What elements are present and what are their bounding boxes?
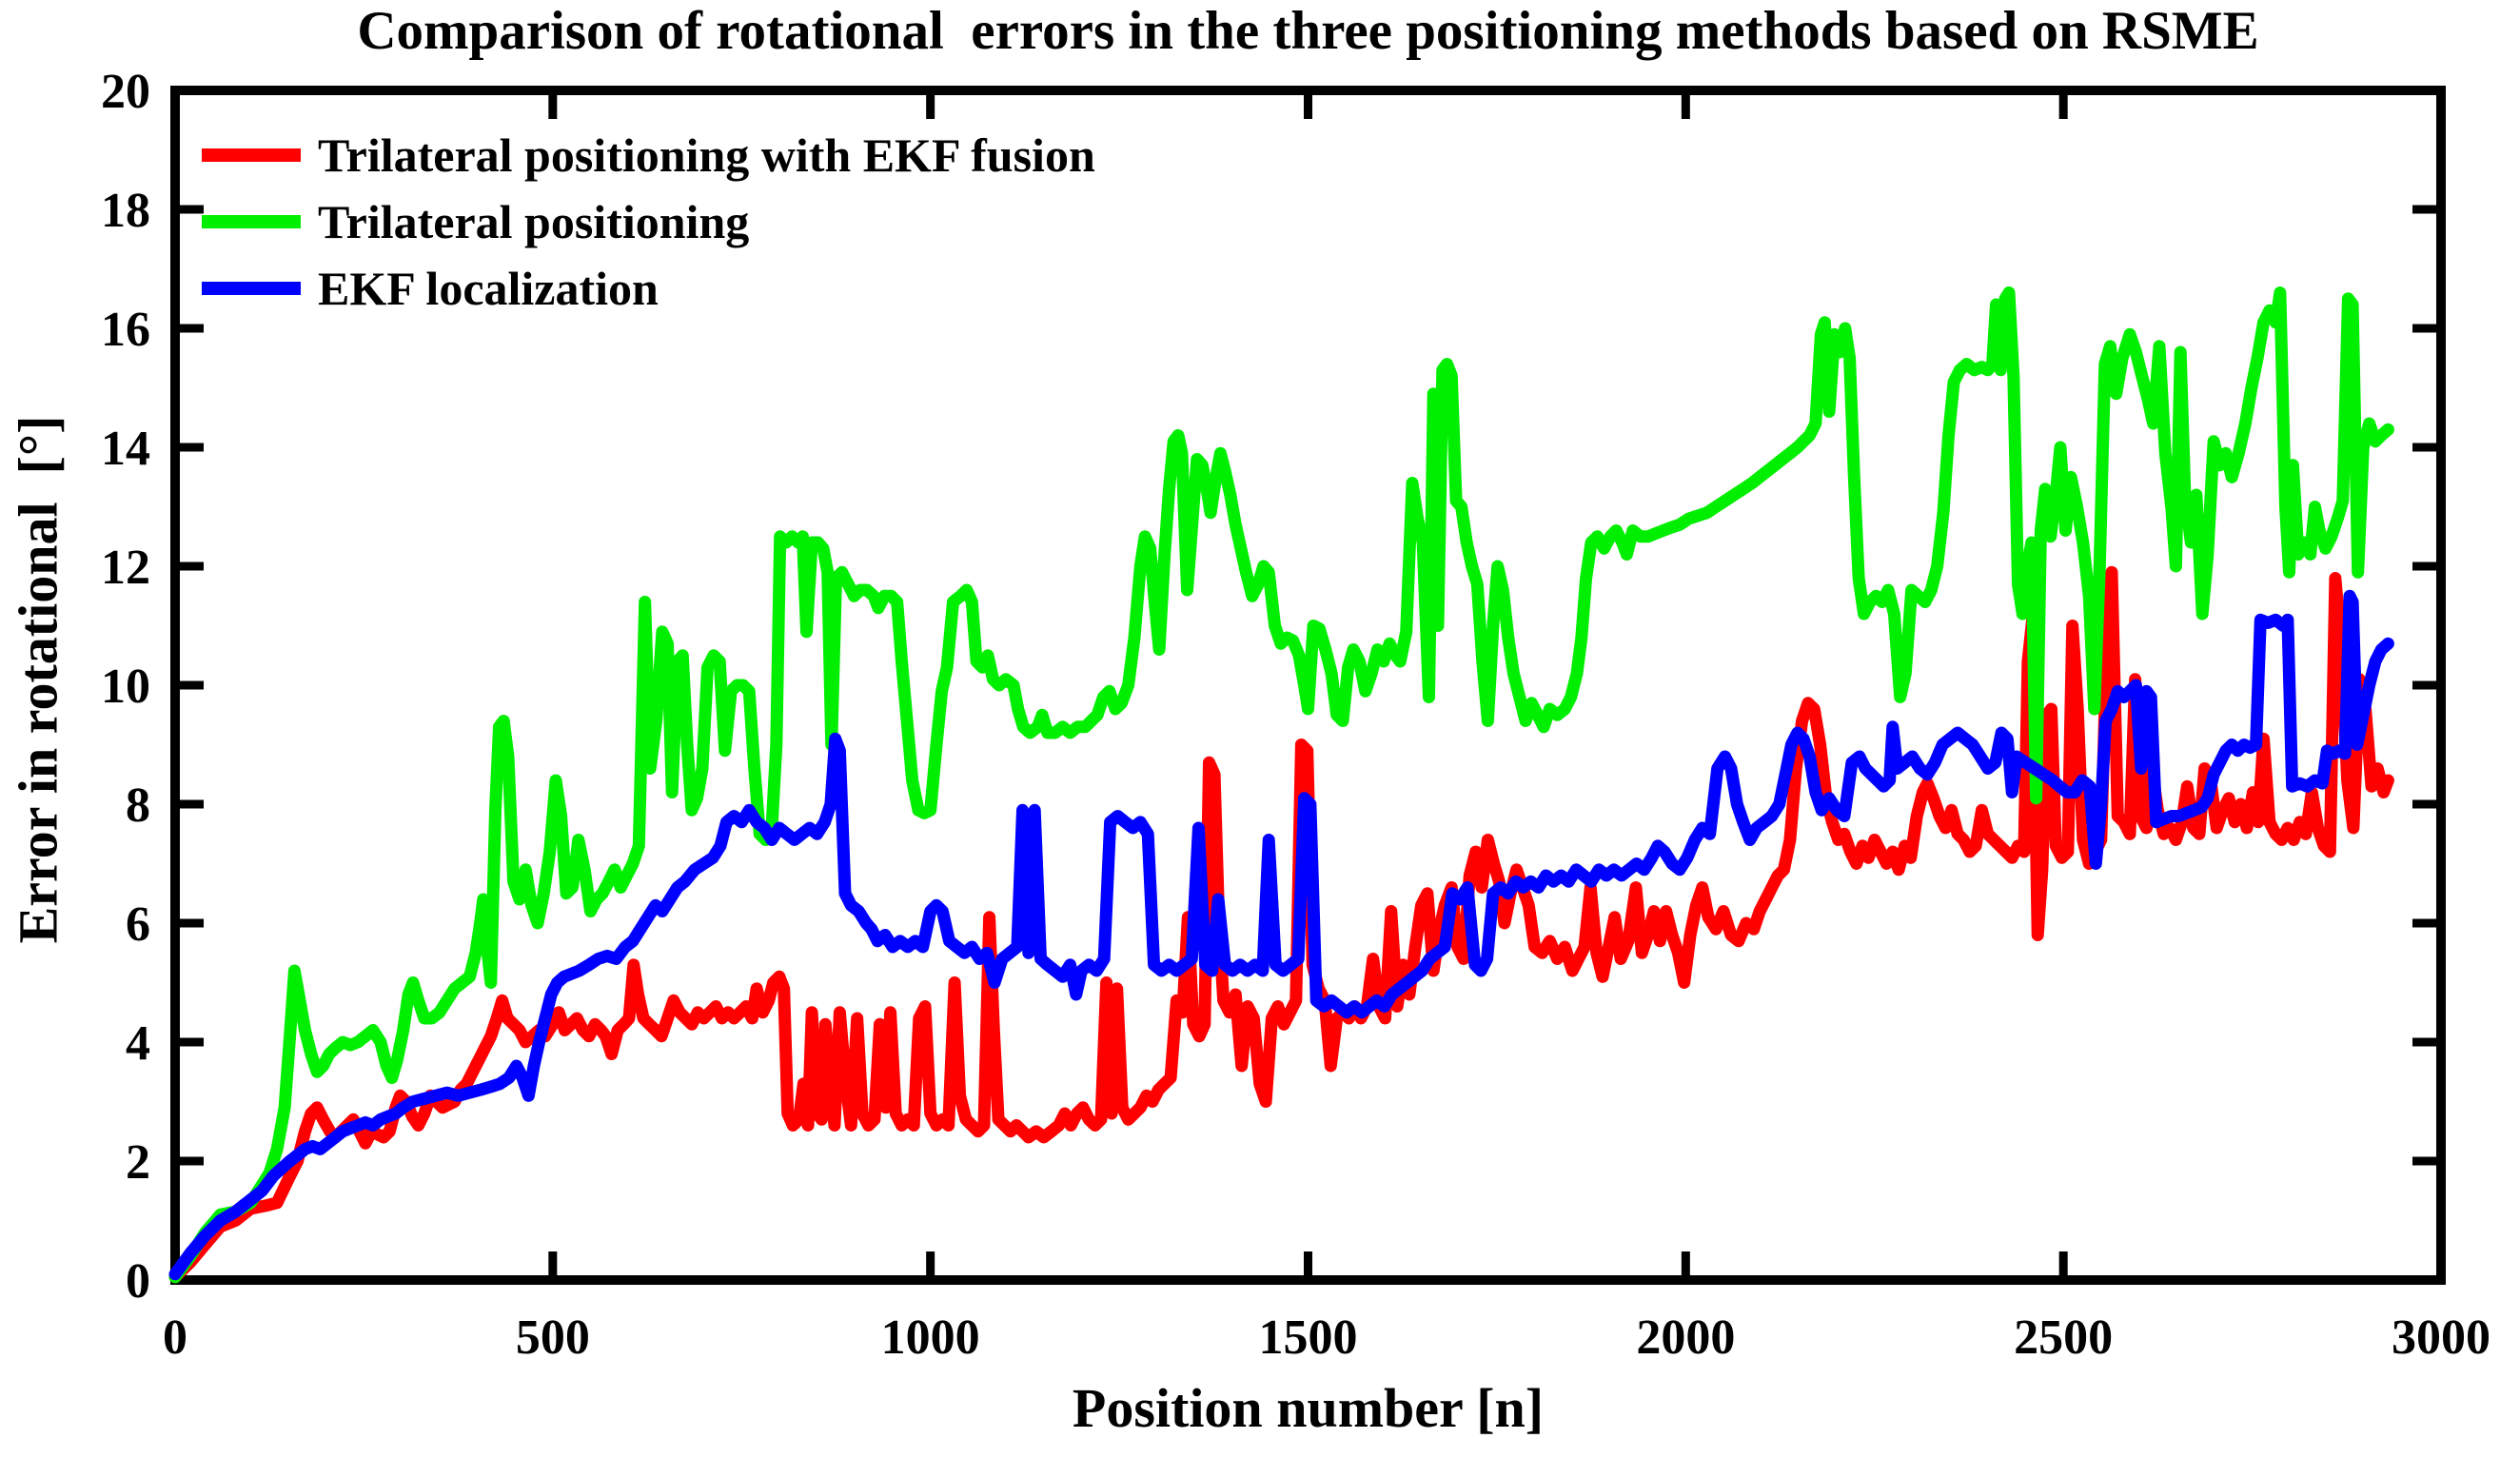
- legend-item-trilateral-ekf-fusion: Trilateral positioning with EKF fusion: [202, 122, 1095, 188]
- series-line-ekf-localization: [168, 589, 2394, 1281]
- y-tick-label: 16: [101, 303, 150, 357]
- legend-item-ekf-localization: EKF localization: [202, 255, 1095, 322]
- x-tick-label: 3000: [2392, 1310, 2490, 1365]
- y-tick-label: 10: [101, 660, 150, 714]
- y-tick-label: 4: [126, 1016, 150, 1071]
- y-tick-label: 12: [101, 541, 150, 595]
- y-tick-label: 8: [126, 778, 150, 833]
- y-axis-label: Error in rotational [°]: [7, 415, 69, 944]
- legend-line-blue-icon: [202, 282, 301, 295]
- x-tick-label: 1000: [881, 1310, 980, 1365]
- x-axis-label: Position number [n]: [1072, 1377, 1545, 1439]
- series-layer: [168, 286, 2394, 1284]
- axes-layer: [170, 86, 2446, 1285]
- y-tick-label: 6: [126, 897, 150, 952]
- series-line-trilateral-positioning-with-ekf-fusion: [168, 565, 2394, 1284]
- chart-title: Comparison of rotational errors in the t…: [357, 1, 2259, 61]
- y-tick-label: 20: [101, 65, 150, 119]
- series-line-trilateral-positioning: [168, 286, 2394, 1284]
- legend-line-green-icon: [202, 215, 301, 228]
- legend-label: Trilateral positioning: [318, 195, 750, 248]
- y-tick-label: 14: [101, 422, 150, 476]
- y-tick-label: 18: [101, 184, 150, 238]
- legend-label: EKF localization: [318, 262, 659, 315]
- x-tick-label: 0: [163, 1310, 187, 1365]
- y-tick-label: 0: [126, 1254, 150, 1309]
- y-tick-label: 2: [126, 1135, 150, 1190]
- x-tick-label: 2500: [2014, 1310, 2113, 1365]
- x-tick-label: 500: [516, 1310, 590, 1365]
- x-tick-label: 2000: [1636, 1310, 1735, 1365]
- legend: Trilateral positioning with EKF fusion T…: [202, 122, 1095, 322]
- legend-item-trilateral: Trilateral positioning: [202, 188, 1095, 255]
- tick-label-layer: 0 500 1000 1500 2000 2500 3000 0 2 4 6 8 10 12 14 16 18 2…: [101, 65, 2490, 1365]
- legend-label: Trilateral positioning with EKF fusion: [318, 128, 1095, 182]
- legend-line-red-icon: [202, 148, 301, 162]
- x-tick-label: 1500: [1259, 1310, 1358, 1365]
